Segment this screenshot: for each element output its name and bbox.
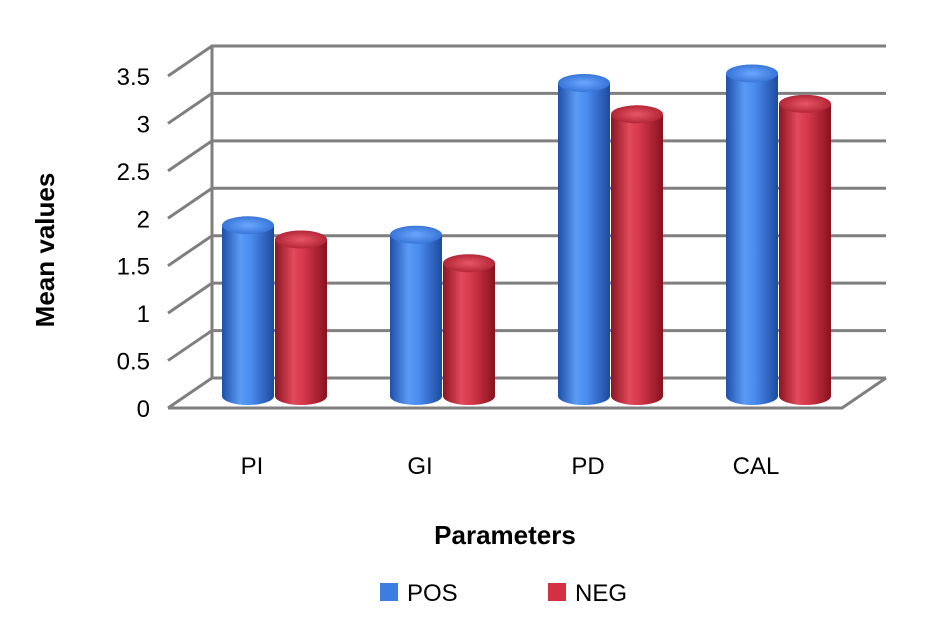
bar-pos-pi bbox=[222, 216, 274, 405]
y-tick-label: 1.5 bbox=[117, 254, 150, 281]
bar-top bbox=[390, 225, 442, 244]
y-tick-label: 1 bbox=[137, 301, 150, 328]
x-category-label: GI bbox=[407, 453, 432, 480]
bar-top bbox=[611, 105, 663, 124]
bar-neg-pd bbox=[611, 105, 663, 405]
bar-body bbox=[726, 73, 778, 405]
bar-pos-gi bbox=[390, 225, 442, 405]
bar-pos-pd bbox=[558, 73, 610, 405]
legend-item-neg: NEG bbox=[548, 580, 627, 607]
legend-swatch bbox=[548, 583, 566, 601]
gridline bbox=[167, 186, 886, 220]
y-tick-label: 2.5 bbox=[117, 159, 150, 186]
legend-swatch bbox=[380, 583, 398, 601]
bar-top bbox=[558, 73, 610, 92]
gridline bbox=[167, 139, 886, 173]
bar-neg-gi bbox=[443, 254, 495, 405]
bar-body bbox=[443, 263, 495, 405]
floor-edge bbox=[168, 376, 887, 410]
gridline bbox=[167, 44, 886, 78]
x-category-label: PI bbox=[241, 453, 264, 480]
bar-body bbox=[222, 225, 274, 405]
y-tick-label: 3 bbox=[137, 111, 150, 138]
legend-label: POS bbox=[407, 580, 458, 607]
bar-body bbox=[558, 82, 610, 405]
bars bbox=[222, 64, 831, 405]
bar-body bbox=[275, 239, 327, 405]
x-category-label: PD bbox=[571, 453, 604, 480]
bar-neg-cal bbox=[779, 94, 831, 405]
y-axis-title: Mean values bbox=[30, 173, 60, 328]
bar-body bbox=[390, 234, 442, 405]
bar-top bbox=[222, 216, 274, 235]
legend: POS NEG bbox=[380, 580, 627, 607]
gridlines bbox=[167, 44, 887, 410]
bar-pos-cal bbox=[726, 64, 778, 405]
y-tick-label: 0.5 bbox=[117, 349, 150, 376]
legend-label: NEG bbox=[575, 580, 627, 607]
x-axis-categories: PI GI PD CAL bbox=[241, 453, 780, 480]
bar-top bbox=[275, 230, 327, 249]
y-tick-label: 0 bbox=[137, 396, 150, 423]
y-tick-label: 2 bbox=[137, 206, 150, 233]
x-axis-title: Parameters bbox=[434, 520, 576, 550]
bar-top bbox=[779, 94, 831, 113]
bar-body bbox=[779, 103, 831, 405]
legend-item-pos: POS bbox=[380, 580, 458, 607]
bar-top bbox=[443, 254, 495, 273]
y-axis-ticks: 0 0.5 1 1.5 2 2.5 3 3.5 bbox=[117, 64, 150, 423]
y-tick-label: 3.5 bbox=[117, 64, 150, 91]
bar-top bbox=[726, 64, 778, 83]
gridline bbox=[167, 91, 886, 125]
bar-body bbox=[611, 114, 663, 405]
bar-neg-pi bbox=[275, 230, 327, 405]
x-category-label: CAL bbox=[733, 453, 780, 480]
